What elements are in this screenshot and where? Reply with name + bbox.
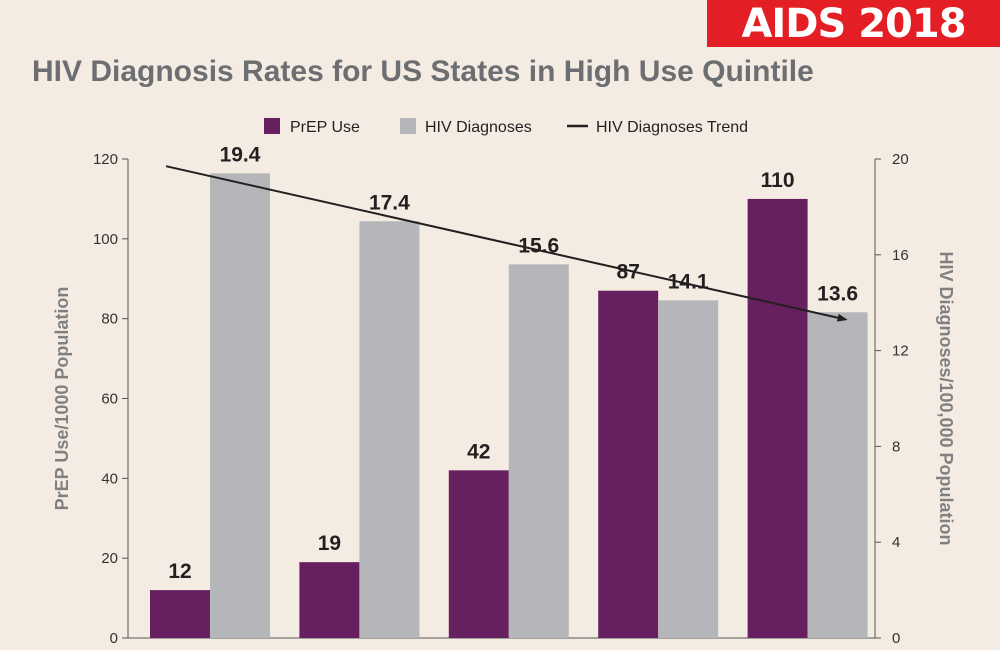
legend-hiv-label: HIV Diagnoses xyxy=(425,119,532,136)
hiv-data-label: 13.6 xyxy=(817,282,858,305)
left-axis-title: PrEP Use/1000 Population xyxy=(52,287,72,511)
trend-line-group xyxy=(165,165,848,322)
hiv-bar xyxy=(658,300,719,638)
hiv-bar xyxy=(210,173,270,638)
prep-data-label: 87 xyxy=(617,261,640,284)
prep-bar xyxy=(747,198,808,638)
hiv-bar xyxy=(508,264,569,638)
hiv-bar xyxy=(359,221,420,638)
left-tick-label: 20 xyxy=(101,550,118,567)
bars xyxy=(150,173,868,638)
legend-hiv-swatch xyxy=(400,118,416,134)
prep-bar xyxy=(299,562,360,638)
data-labels: 12 19.4 19 17.4 42 15.6 87 14.1 110 13.6 xyxy=(168,143,858,583)
legend-trend-label: HIV Diagnoses Trend xyxy=(596,119,748,136)
hiv-data-label: 17.4 xyxy=(369,191,410,214)
left-tick-label: 120 xyxy=(93,151,118,168)
right-tick-label: 0 xyxy=(892,630,900,647)
right-tick-label: 4 xyxy=(892,534,900,551)
left-tick-label: 40 xyxy=(101,470,118,487)
prep-data-label: 12 xyxy=(168,560,191,583)
prep-data-label: 110 xyxy=(761,169,795,192)
aids-2018-badge: AIDS 2018 xyxy=(707,0,1000,47)
chart-title: HIV Diagnosis Rates for US States in Hig… xyxy=(32,55,814,88)
right-tick-label: 8 xyxy=(892,438,900,455)
left-tick-label: 100 xyxy=(93,231,118,248)
prep-bar xyxy=(598,290,659,638)
legend: PrEP Use HIV Diagnoses HIV Diagnoses Trend xyxy=(264,118,748,136)
prep-bar xyxy=(448,470,509,638)
hiv-data-label: 19.4 xyxy=(220,143,261,166)
right-axis-title: HIV Diagnoses/100,000 Population xyxy=(936,251,956,545)
hiv-data-label: 15.6 xyxy=(518,234,559,257)
left-tick-label: 60 xyxy=(101,391,118,408)
trend-line xyxy=(165,165,848,322)
prep-data-label: 42 xyxy=(467,440,490,463)
hiv-data-label: 14.1 xyxy=(668,270,709,293)
right-tick-label: 12 xyxy=(892,343,909,360)
left-tick-label: 0 xyxy=(110,630,118,647)
legend-prep-label: PrEP Use xyxy=(290,119,360,136)
legend-prep-swatch xyxy=(264,118,280,134)
hiv-bar xyxy=(807,312,868,638)
right-tick-label: 20 xyxy=(892,151,909,168)
right-tick-label: 16 xyxy=(892,247,909,264)
prep-bar xyxy=(150,590,210,638)
left-tick-label: 80 xyxy=(101,311,118,328)
prep-data-label: 19 xyxy=(318,532,341,555)
